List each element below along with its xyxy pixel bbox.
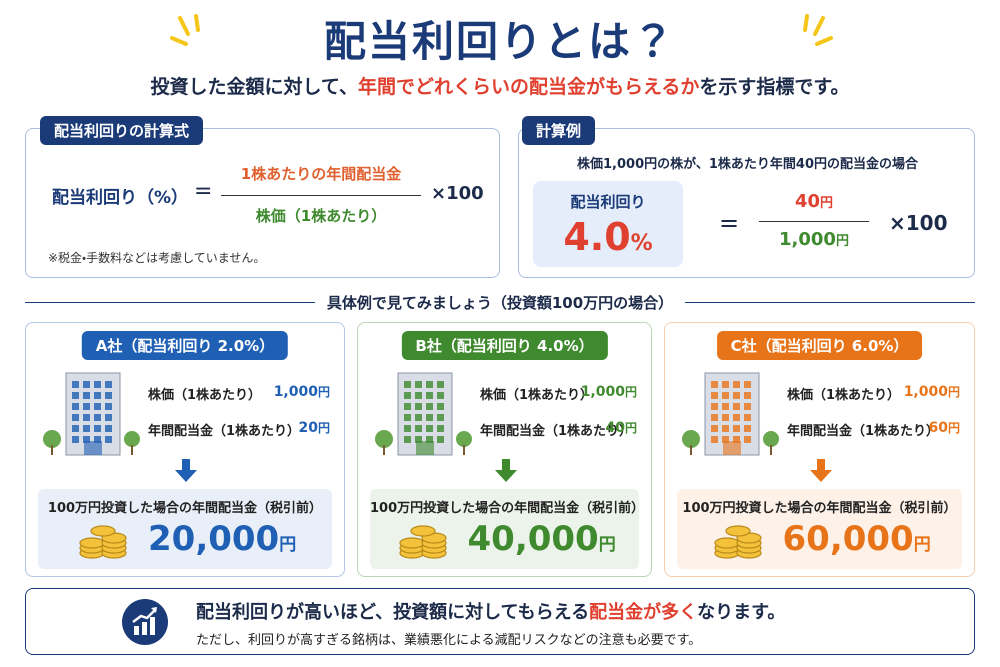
price-value: 1,000 — [903, 384, 948, 400]
formula-box: 配当利回り（%） = 1株あたりの年間配当金 株価（1株あたり） ×100 ※税… — [25, 128, 500, 278]
total: 60,000円 — [783, 519, 931, 559]
total-value: 40,000 — [467, 519, 599, 559]
total: 40,000円 — [468, 519, 616, 559]
price-unit: 円 — [317, 385, 330, 399]
formula-lhs: 配当利回り（%） — [52, 188, 189, 208]
example-denominator: 1,000円 — [759, 229, 869, 250]
formula-tab: 配当利回りの計算式 — [40, 116, 204, 145]
down-arrow — [809, 459, 832, 482]
company-title: A社（配当利回り 2.0%） — [81, 331, 289, 360]
price-label: 株価（1株あたり） — [787, 388, 901, 403]
formula-equals: = — [194, 179, 213, 204]
dividend-value: 60 — [928, 420, 948, 436]
dividend-label: 年間配当金（1株あたり） — [148, 424, 301, 439]
total-label: 100万円投資した場合の年間配当金（税引前） — [47, 501, 323, 516]
formula-note: ※税金・手数料などは考慮していません。 — [48, 251, 266, 265]
example-multiplier: ×100 — [889, 211, 948, 235]
dividend-value: 40 — [605, 420, 625, 436]
dividend-unit: 円 — [317, 421, 330, 435]
total-unit: 円 — [913, 535, 931, 555]
denominator-unit: 円 — [835, 234, 849, 249]
total-label: 100万円投資した場合の年間配当金（税引前） — [682, 501, 957, 516]
subtitle-highlight: 年間でどれくらいの配当金がもらえるか — [357, 76, 700, 98]
coins-icon — [398, 525, 447, 559]
company-card: B社（配当利回り 4.0%） 株価（1株あたり） 1,000円 年間配当金（1株… — [357, 322, 652, 577]
example-tab: 計算例 — [522, 116, 596, 145]
price: 1,000円 — [904, 383, 960, 400]
example-numerator: 40円 — [759, 191, 869, 212]
subtitle-part: を示す指標です。 — [699, 76, 850, 98]
sparkle — [803, 14, 833, 46]
example-equals: = — [719, 209, 740, 237]
price: 1,000円 — [274, 383, 330, 400]
dividend-unit: 円 — [624, 421, 637, 435]
company-card: C社（配当利回り 6.0%） 株価（1株あたり） 1,000円 年間配当金（1株… — [664, 322, 975, 577]
subtitle: 投資した金額に対して、年間でどれくらいの配当金がもらえるかを示す指標です。 — [0, 72, 1000, 99]
price-label: 株価（1株あたり） — [480, 388, 594, 403]
chart-icon — [122, 599, 168, 645]
coins-icon — [713, 525, 762, 559]
price-value: 1,000 — [580, 384, 625, 400]
result-panel: 配当利回り 4.0% — [533, 181, 683, 267]
total-value: 60,000 — [782, 519, 914, 559]
down-arrow — [494, 459, 517, 482]
price-unit: 円 — [947, 385, 960, 399]
dividend-label: 年間配当金（1株あたり） — [480, 424, 633, 439]
price-label: 株価（1株あたり） — [148, 388, 262, 403]
building-icon — [375, 372, 472, 456]
building-icon — [682, 372, 779, 456]
price-unit: 円 — [624, 385, 637, 399]
formula-multiplier: ×100 — [431, 183, 484, 204]
total-panel: 100万円投資した場合の年間配当金（税引前） 60,000円 — [677, 489, 962, 569]
fraction-line — [759, 221, 869, 222]
section-title: 具体例で見てみましょう（投資額100万円の場合） — [314, 294, 686, 312]
section: 具体例で見てみましょう（投資額100万円の場合） — [0, 292, 1000, 313]
footer-box: 配当利回りが高いほど、投資額に対してもらえる配当金が多くなります。 ただし、利回… — [25, 588, 975, 655]
footer-highlight: 配当金が多く — [589, 602, 698, 623]
result-label: 配当利回り — [570, 193, 646, 211]
title: 配当利回りとは？ — [323, 17, 676, 66]
footer-line1: 配当利回りが高いほど、投資額に対してもらえる配当金が多くなります。 — [196, 598, 785, 624]
price: 1,000円 — [581, 383, 637, 400]
footer-line2: ただし、利回りが高すぎる銘柄は、業績悪化による減配リスクなどの注意も必要です。 — [196, 633, 702, 648]
dividend-value: 20 — [298, 420, 318, 436]
formula-numerator: 1株あたりの年間配当金 — [240, 165, 402, 183]
total-value: 20,000 — [148, 519, 280, 559]
down-arrow — [175, 459, 197, 482]
numerator-unit: 円 — [820, 196, 834, 211]
footer-part: なります。 — [697, 602, 786, 623]
formula-denominator: 株価（1株あたり） — [255, 207, 387, 225]
price-value: 1,000 — [273, 384, 318, 400]
dividend: 20円 — [299, 419, 331, 436]
dividend: 40円 — [606, 419, 638, 436]
denominator-value: 1,000 — [779, 229, 836, 250]
company-card: A社（配当利回り 2.0%） 株価（1株あたり） 1,000円 年間配当金（1株… — [25, 322, 345, 577]
example-box: 株価1,000円の株が、1株あたり年間40円の配当金の場合 配当利回り 4.0%… — [518, 128, 975, 278]
footer-part: 配当利回りが高いほど、投資額に対してもらえる — [196, 602, 590, 623]
subtitle-part: 投資した金額に対して、 — [150, 76, 358, 98]
coins-icon — [79, 525, 127, 559]
total-label: 100万円投資した場合の年間配当金（税引前） — [370, 501, 645, 516]
result-value: 4.0 — [563, 215, 631, 259]
dividend-unit: 円 — [947, 421, 960, 435]
sparkle — [170, 14, 200, 46]
company-title: C社（配当利回り 6.0%） — [716, 331, 923, 360]
fraction-line — [221, 195, 421, 196]
total: 20,000円 — [148, 519, 296, 559]
total-unit: 円 — [598, 535, 616, 555]
building-icon — [43, 372, 140, 456]
result: 4.0% — [533, 215, 683, 259]
company-title: B社（配当利回り 4.0%） — [401, 331, 608, 360]
example-premise: 株価1,000円の株が、1株あたり年間40円の配当金の場合 — [577, 157, 918, 172]
total-panel: 100万円投資した場合の年間配当金（税引前） 20,000円 — [38, 489, 332, 569]
dividend-label: 年間配当金（1株あたり） — [787, 424, 940, 439]
total-unit: 円 — [279, 535, 297, 555]
numerator-value: 40 — [794, 191, 821, 212]
result-unit: % — [630, 231, 653, 256]
dividend: 60円 — [929, 419, 961, 436]
total-panel: 100万円投資した場合の年間配当金（税引前） 40,000円 — [370, 489, 645, 569]
